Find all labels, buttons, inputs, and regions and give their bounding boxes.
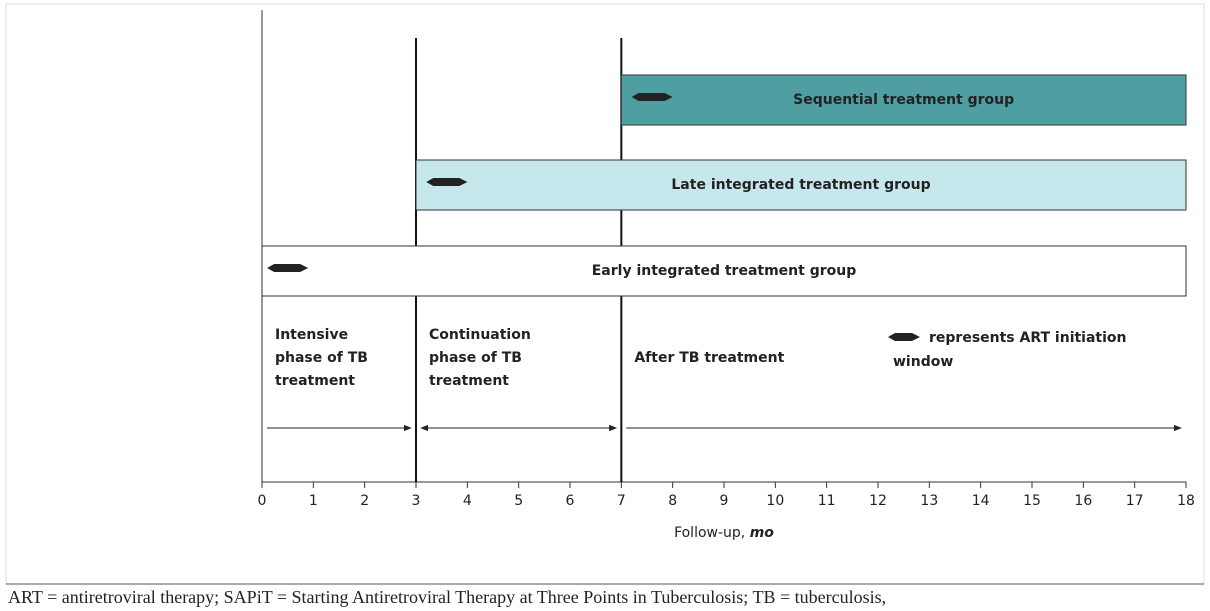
phase-label: treatment xyxy=(429,373,509,389)
legend-text: represents ART initiation xyxy=(929,330,1127,346)
group-bar xyxy=(261,245,1187,297)
x-tick-label: 17 xyxy=(1126,493,1144,509)
group-label: Sequential treatment group xyxy=(793,92,1014,108)
x-tick-label: 16 xyxy=(1074,493,1092,509)
x-axis-label: Follow-up, mo xyxy=(674,525,774,541)
x-tick-label: 7 xyxy=(617,493,626,509)
x-label: Follow-up, xyxy=(674,525,745,541)
phase-label: phase of TB xyxy=(275,350,368,366)
x-tick-label: 13 xyxy=(920,493,938,509)
group-label: Late integrated treatment group xyxy=(671,177,930,193)
phase-label: treatment xyxy=(275,373,355,389)
x-tick-label: 18 xyxy=(1177,493,1195,509)
x-label-unit: mo xyxy=(750,525,775,541)
x-tick-label: 15 xyxy=(1023,493,1041,509)
phase-label: Continuation xyxy=(429,327,531,343)
phase-label: phase of TB xyxy=(429,350,522,366)
x-tick-label: 14 xyxy=(972,493,990,509)
legend-text: window xyxy=(893,354,953,370)
x-tick-label: 5 xyxy=(514,493,523,509)
phase-label: Intensive xyxy=(275,327,348,343)
phase-label: After TB treatment xyxy=(634,350,784,366)
legend-icon xyxy=(888,333,920,341)
x-tick-label: 0 xyxy=(258,493,267,509)
art-window xyxy=(631,93,673,101)
x-tick-label: 11 xyxy=(818,493,836,509)
x-tick-label: 10 xyxy=(766,493,784,509)
x-tick-label: 12 xyxy=(869,493,887,509)
group-bar xyxy=(415,159,1187,211)
x-tick-label: 6 xyxy=(566,493,575,509)
x-tick-label: 4 xyxy=(463,493,472,509)
x-tick-label: 9 xyxy=(720,493,729,509)
group-label: Early integrated treatment group xyxy=(592,263,857,279)
art-window xyxy=(267,264,309,272)
x-tick-label: 3 xyxy=(412,493,421,509)
footnote: ART = antiretroviral therapy; SAPiT = St… xyxy=(8,587,886,607)
x-tick-label: 2 xyxy=(360,493,369,509)
group-bar xyxy=(620,74,1187,126)
art-window xyxy=(426,178,468,186)
x-tick-label: 1 xyxy=(309,493,318,509)
x-tick-label: 8 xyxy=(668,493,677,509)
